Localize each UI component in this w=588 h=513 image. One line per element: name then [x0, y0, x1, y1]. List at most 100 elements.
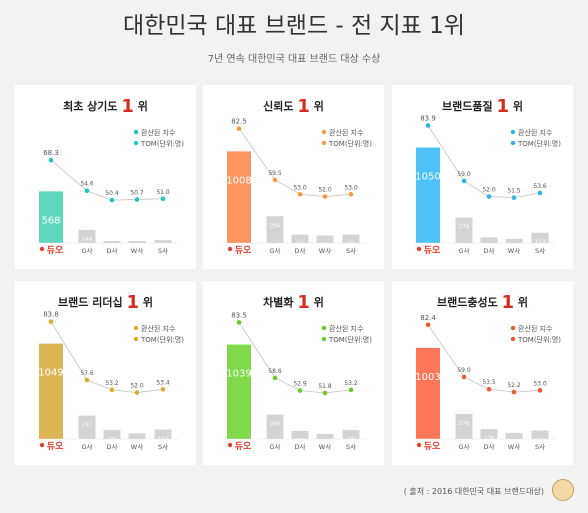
bar-value-label: 31: [160, 247, 167, 253]
index-value-label: 57.6: [80, 370, 94, 377]
duo-logo: 듀오: [227, 245, 252, 256]
index-value-label: 82.5: [231, 118, 247, 126]
duo-logo-text: 듀오: [424, 441, 441, 452]
index-dot: [236, 126, 242, 131]
rank-suffix: 위: [313, 296, 324, 309]
legend-tom-label: TOM(단위:명): [517, 139, 561, 148]
legend-tom-marker: [321, 336, 327, 342]
index-value-label: 59.0: [457, 171, 471, 178]
category-tick-label: G사: [269, 246, 280, 255]
duo-logo-text: 듀오: [47, 441, 64, 452]
chart-title-text: 브랜드충성도: [436, 296, 502, 309]
index-value-label: 50.7: [130, 189, 144, 196]
bar-value-label: 93: [348, 242, 355, 248]
rank-suffix: 위: [137, 100, 148, 113]
index-dot: [537, 190, 543, 196]
index-dot: [297, 388, 303, 393]
chart-svg: 환산된 지수 TOM(단위:명) 1039 268 89 56 98 83.5 58.6 52.9…: [225, 311, 372, 452]
bar-value-label: 1049: [38, 368, 63, 379]
category-tick-label: G사: [458, 442, 469, 451]
legend-index-label: 환산된 지수: [141, 128, 176, 137]
index-value-label: 52.0: [130, 383, 144, 390]
index-value-label: 58.6: [268, 368, 282, 375]
index-dot: [160, 196, 166, 202]
chart-legend: 환산된 지수 TOM(단위:명): [321, 324, 372, 344]
index-value-label: 53.4: [156, 379, 170, 386]
index-dot: [511, 195, 517, 200]
category-tick-label: W사: [508, 246, 520, 255]
index-dot: [84, 377, 90, 383]
duo-logo-mark: [39, 246, 45, 252]
category-tick-label: W사: [131, 442, 143, 451]
bar-value-label: 568: [41, 215, 60, 226]
bar-value-label: 56: [322, 441, 329, 447]
index-value-label: 53.2: [344, 380, 358, 387]
legend-index-marker: [510, 129, 516, 135]
page-title: 대한민국 대표 브랜드 - 전 지표 1위: [123, 13, 465, 39]
index-value-label: 83.9: [420, 114, 436, 122]
bar-value-label: 1039: [226, 369, 251, 380]
duo-logo: 듀오: [227, 441, 252, 452]
chart-title-text: 브랜드 리더십: [58, 296, 127, 309]
index-value-label: 53.6: [533, 183, 547, 190]
chart-legend: 환산된 지수 TOM(단위:명): [510, 324, 561, 344]
index-dot: [48, 157, 54, 163]
duo-logo-text: 듀오: [47, 245, 64, 256]
index-dot: [348, 387, 354, 393]
chart-title-text: 최초 상기도: [63, 100, 122, 113]
duo-logo: 듀오: [416, 441, 441, 452]
index-value-label: 52.9: [293, 381, 307, 388]
index-value-label: 53.5: [482, 379, 496, 386]
index-dot: [134, 390, 140, 395]
index-dot: [236, 320, 242, 325]
index-value-label: 51.0: [156, 189, 170, 196]
chart-card: 브랜드충성도 1 위 환산된 지수 TOM(단위:명) 1003 276 108 67 93 8…: [392, 281, 573, 465]
bar-value-label: 62: [134, 440, 141, 446]
legend-index-label: 환산된 지수: [518, 128, 553, 137]
bar: [455, 413, 473, 439]
index-value-label: 51.8: [318, 383, 332, 390]
category-tick-label: D사: [484, 246, 495, 255]
source-note: ( 출처 : 2016 대한민국 대표 브랜드대상): [403, 487, 544, 496]
bar: [416, 147, 440, 243]
chart-card: 차별화 1 위 환산된 지수 TOM(단위:명) 1039 268 89 56 98 83.5 5…: [203, 281, 384, 465]
category-tick-label: S사: [535, 442, 545, 451]
rank-number: 1: [121, 96, 134, 117]
category-tick-label: W사: [131, 246, 143, 255]
category-tick-label: W사: [508, 442, 520, 451]
category-tick-label: D사: [295, 442, 306, 451]
legend-tom-marker: [510, 140, 516, 146]
legend-index-label: 환산된 지수: [518, 324, 553, 333]
bar-value-label: 276: [459, 421, 470, 427]
chart-svg: 환산된 지수 TOM(단위:명) 1008 294 93 82 93 82.5 59.5 53.0…: [225, 118, 372, 256]
index-dot: [109, 387, 115, 393]
bar: [416, 347, 440, 439]
rank-suffix: 위: [313, 100, 324, 113]
category-tick-label: W사: [319, 442, 331, 451]
bar: [154, 429, 172, 439]
category-tick-label: D사: [484, 442, 495, 451]
bar-value-label: 1050: [415, 172, 440, 183]
legend-index-label: 환산된 지수: [329, 324, 364, 333]
duo-logo: 듀오: [416, 245, 441, 256]
bar: [78, 229, 96, 243]
legend-tom-marker: [133, 140, 139, 146]
duo-logo-mark: [416, 246, 422, 252]
legend-tom-label: TOM(단위:명): [328, 139, 372, 148]
index-value-label: 68.3: [43, 149, 59, 157]
category-tick-label: D사: [107, 246, 118, 255]
chart-svg: 환산된 지수 TOM(단위:명) 568 144 12 21 31 68.3 54.6 50.4 5…: [37, 128, 184, 256]
bar-value-label: 46: [511, 246, 518, 252]
index-value-label: 53.0: [533, 380, 547, 387]
index-value-label: 59.0: [457, 367, 471, 374]
award-seal-icon: [552, 479, 574, 501]
bar-value-label: 144: [82, 237, 93, 243]
index-value-label: 82.4: [420, 314, 436, 322]
bar-value-label: 1008: [226, 175, 251, 186]
chart-legend: 환산된 지수 TOM(단위:명): [321, 128, 372, 148]
bar: [316, 433, 334, 439]
bar: [78, 415, 96, 439]
legend-index-label: 환산된 지수: [329, 128, 364, 137]
legend-tom-label: TOM(단위:명): [517, 335, 561, 344]
